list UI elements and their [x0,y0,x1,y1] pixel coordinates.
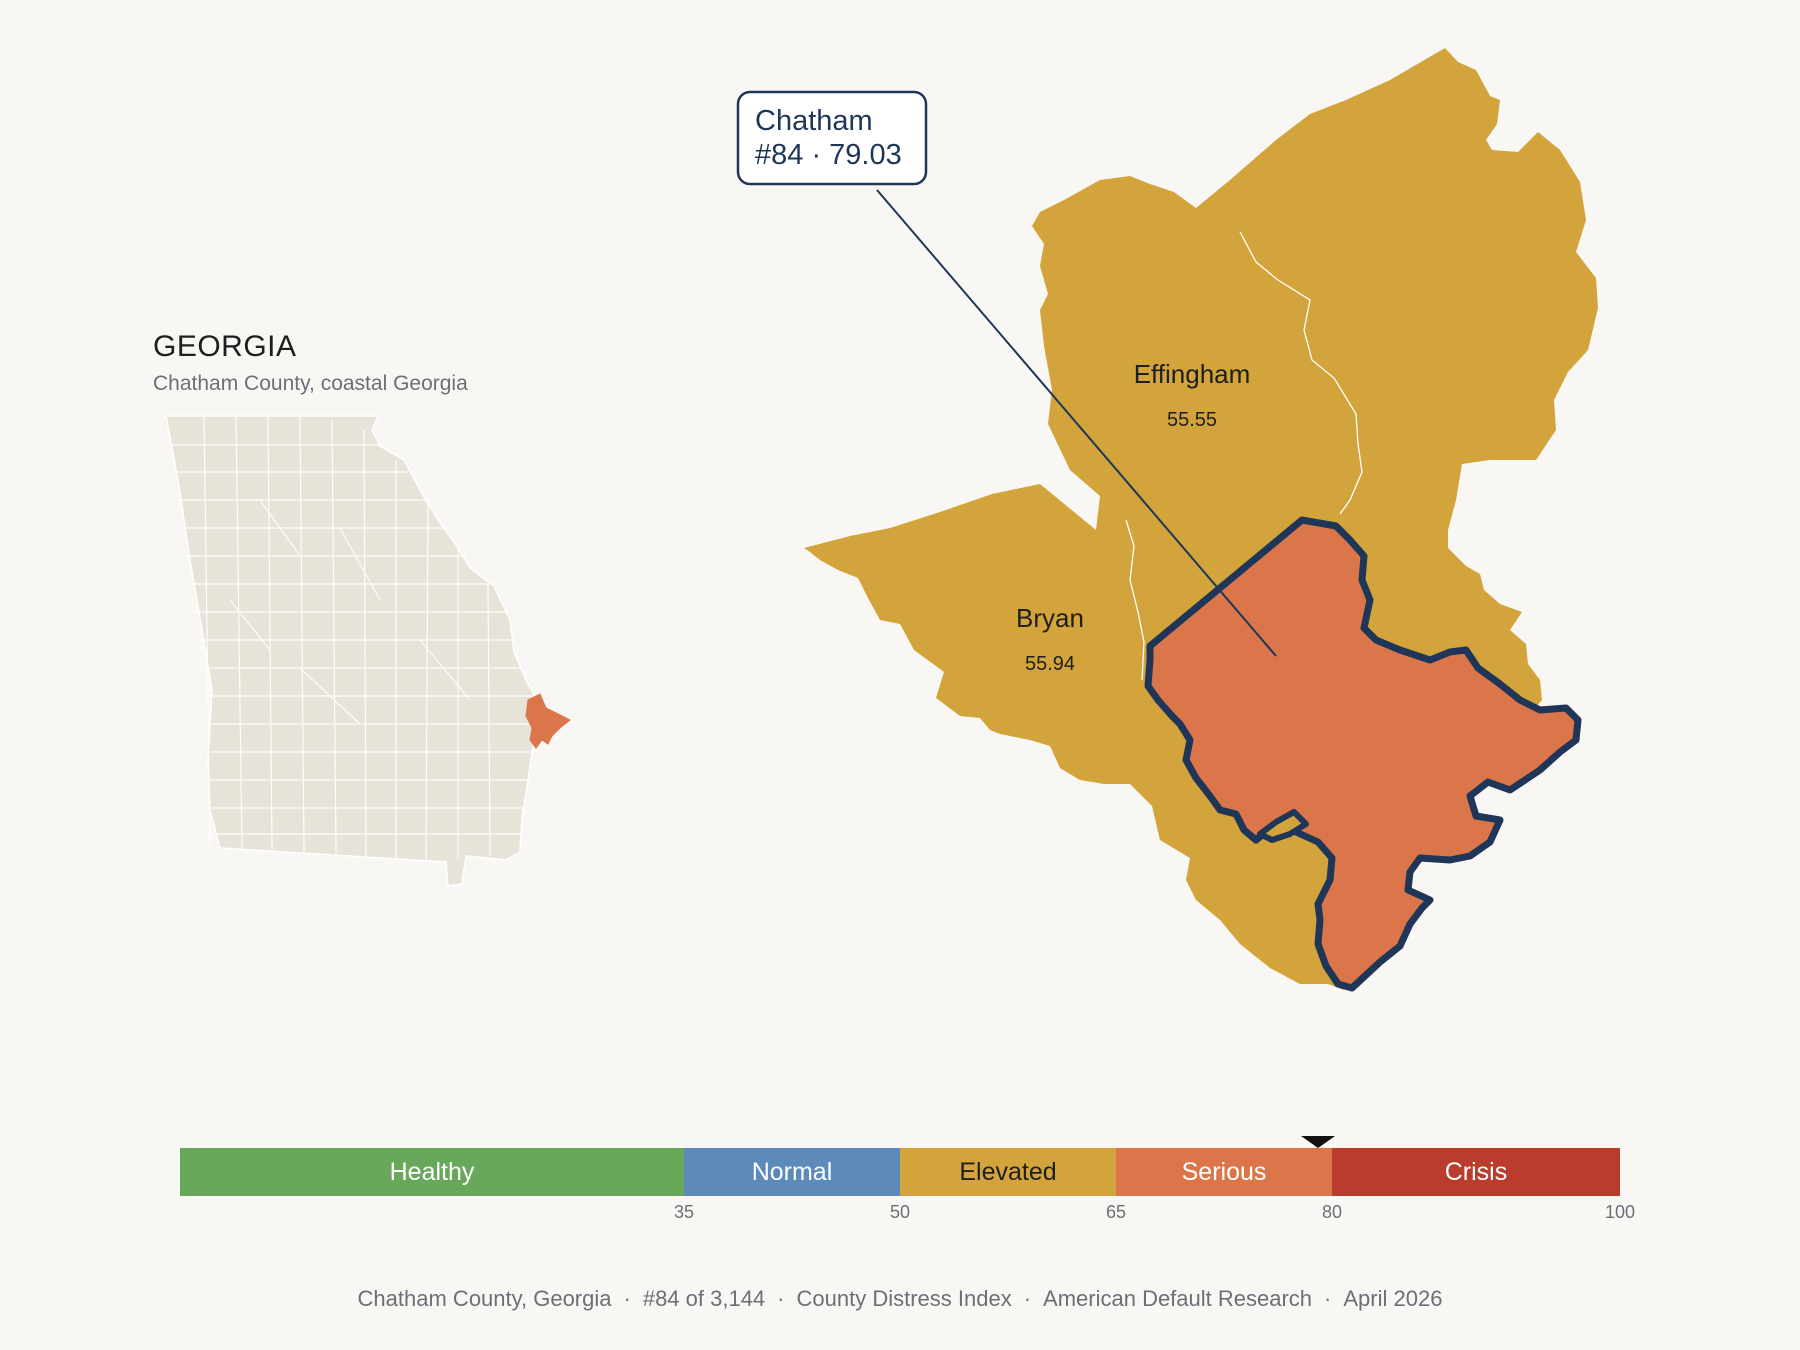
scale-band-normal [684,1148,900,1196]
chatham-callout: Chatham #84 · 79.03 [736,90,1277,657]
state-title: GEORGIA [153,330,297,363]
state-subtitle: Chatham County, coastal Georgia [153,372,468,395]
chatham-locator-highlight [525,693,571,749]
county-score-bryan: 55.94 [1025,653,1075,675]
footer-county: Chatham County, Georgia [357,1286,612,1311]
scale-tick-label: 100 [1605,1202,1635,1222]
distress-scale-bar: Healthy Normal Elevated Serious Crisis 35 50 65… [180,1136,1635,1222]
county-detail-map: Effingham 55.55 Bryan 55.94 [804,48,1598,992]
scale-band-label-elevated: Elevated [959,1158,1056,1186]
callout-rank-score: #84 · 79.03 [755,139,902,171]
county-label-bryan: Bryan [1016,603,1084,633]
scale-band-crisis [1332,1148,1620,1196]
county-score-effingham: 55.55 [1167,409,1217,431]
scale-marker-triangle [1301,1136,1336,1148]
county-label-effingham: Effingham [1134,359,1251,389]
scale-band-label-healthy: Healthy [390,1158,475,1186]
scale-band-elevated [900,1148,1116,1196]
scale-band-label-normal: Normal [752,1158,833,1186]
neighbor-borders [1125,231,1363,681]
scale-tick-label: 35 [674,1202,694,1222]
scale-tick-label: 80 [1322,1202,1342,1222]
scale-tick-label: 50 [890,1202,910,1222]
georgia-county-lines [172,415,536,861]
callout-county-name: Chatham [755,105,873,137]
callout-leader-line [876,189,1277,657]
georgia-state-shape [165,415,541,887]
scale-band-healthy [180,1148,684,1196]
footer-date: April 2026 [1343,1286,1443,1311]
scale-band-label-crisis: Crisis [1445,1158,1508,1186]
scale-band-serious [1116,1148,1332,1196]
scale-tick-label: 65 [1106,1202,1126,1222]
callout-box [736,90,928,186]
scale-band-label-serious: Serious [1182,1158,1267,1186]
footer-index-name: County Distress Index [796,1286,1012,1311]
georgia-locator-map [165,415,571,887]
footer-rank: #84 of 3,144 [642,1286,766,1311]
river-loop [1257,809,1309,843]
county-shape-chatham[interactable] [1144,516,1582,992]
footer-source: American Default Research [1043,1286,1313,1311]
footer-caption: Chatham County, Georgia · #84 of 3,144 · Cou… [357,1286,1443,1311]
